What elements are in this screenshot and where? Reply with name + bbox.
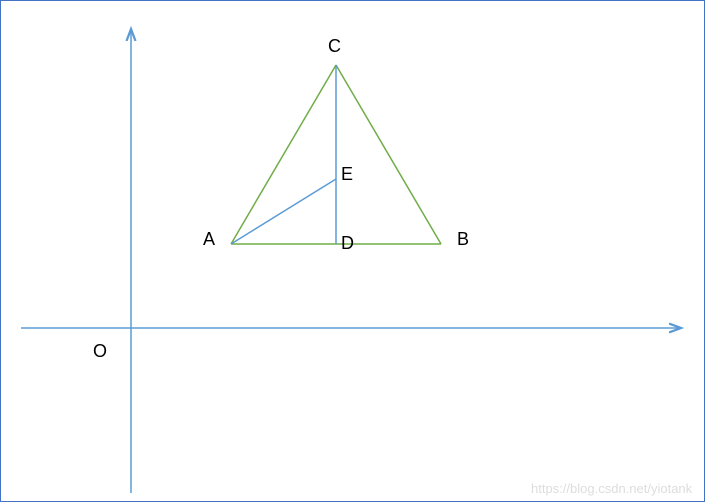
label-e: E — [341, 164, 353, 185]
edge-bc — [336, 65, 441, 244]
edge-ca — [231, 65, 336, 244]
label-a: A — [203, 229, 215, 250]
label-o: O — [93, 341, 107, 362]
line-ae — [231, 179, 336, 244]
label-d: D — [341, 233, 354, 254]
diagram-canvas: O A B C D E https://blog.csdn.net/yiotan… — [0, 0, 705, 502]
label-c: C — [328, 36, 341, 57]
watermark-text: https://blog.csdn.net/yiotank — [531, 481, 692, 496]
label-b: B — [457, 229, 469, 250]
